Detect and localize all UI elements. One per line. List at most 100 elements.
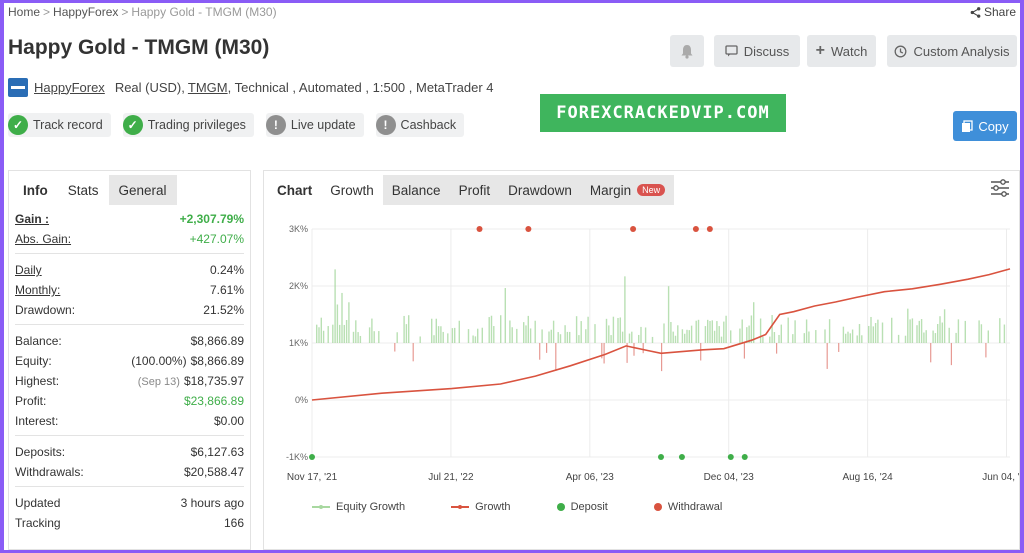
broker-link[interactable]: TMGM [187, 79, 228, 95]
stat-label[interactable]: Abs. Gain: [15, 232, 72, 246]
deposit-marker[interactable] [727, 454, 734, 460]
tab-margin[interactable]: Margin New [580, 175, 675, 205]
withdrawal-marker[interactable] [630, 226, 637, 232]
stat-label: Profit: [15, 394, 47, 408]
tab-stats[interactable]: Stats [57, 175, 109, 205]
stat-value: 21.52% [203, 303, 244, 317]
tab-general[interactable]: General [108, 175, 177, 205]
equity-bar [805, 319, 808, 343]
equity-bar [709, 320, 711, 343]
equity-bar [674, 335, 677, 343]
badge-trading-privileges[interactable]: ✓ Trading privileges [122, 113, 254, 137]
equity-bar [748, 325, 750, 343]
share-button[interactable]: Share [970, 5, 1016, 19]
equity-bar [355, 320, 357, 343]
equity-bar [610, 335, 612, 343]
discuss-button[interactable]: Discuss [714, 35, 800, 67]
badge-live-update[interactable]: ! Live update [265, 113, 364, 137]
stat-value: (Sep 13) $18,735.97 [138, 374, 244, 388]
copy-button[interactable]: Copy [953, 111, 1017, 141]
x-tick-label: Apr 06, '23 [566, 472, 614, 483]
legend-line-swatch [451, 505, 470, 509]
equity-bar [769, 336, 771, 343]
legend-equity-growth[interactable]: Equity Growth [312, 501, 405, 513]
badge-track-record[interactable]: ✓ Track record [8, 113, 111, 137]
watermark-banner: FOREXCRACKEDVIP.COM [540, 94, 786, 132]
equity-bar [408, 315, 410, 343]
filter-settings-icon[interactable] [989, 178, 1011, 198]
y-tick-label: 1K% [289, 338, 308, 348]
equity-bar [1003, 324, 1006, 343]
legend-deposit[interactable]: Deposit [556, 501, 608, 513]
deposit-marker[interactable] [658, 454, 664, 460]
stat-label[interactable]: Gain : [15, 212, 50, 226]
equity-bar [739, 328, 741, 343]
equity-bar [845, 333, 847, 343]
withdrawal-marker[interactable] [476, 226, 483, 232]
equity-bar [341, 292, 343, 343]
equity-bar [440, 326, 442, 343]
stat-value: (100.00%) $8,866.89 [131, 354, 244, 368]
equity-bar [934, 333, 937, 343]
tab-drawdown[interactable]: Drawdown [499, 175, 581, 205]
new-badge: New [637, 184, 666, 196]
equity-bar [874, 322, 877, 343]
tab-balance[interactable]: Balance [382, 175, 450, 205]
custom-analysis-button[interactable]: Custom Analysis [887, 35, 1017, 67]
equity-bar [493, 326, 495, 343]
equity-bar [957, 319, 960, 343]
deposit-marker[interactable] [309, 454, 315, 460]
breadcrumb-home[interactable]: Home [8, 5, 41, 19]
y-tick-label: -1K% [286, 452, 308, 462]
growth-chart[interactable]: 3K% 2K% 1K% 0% -1K% Nov 17, '21 Jul 21, '22 Ap… [264, 211, 1019, 501]
deposit-marker[interactable] [741, 454, 748, 460]
equity-bar [511, 327, 513, 343]
legend-withdrawal[interactable]: Withdrawal [653, 501, 722, 513]
x-tick-label: Jun 04, '25 [982, 472, 1019, 483]
breadcrumb: Home > HappyForex > Happy Gold - TMGM (M30) [8, 5, 277, 19]
stat-label: Highest: [15, 374, 60, 388]
equity-bar [932, 330, 934, 343]
equity-bar [794, 320, 796, 343]
withdrawal-marker[interactable] [706, 226, 713, 232]
stat-label[interactable]: Monthly: [15, 283, 61, 297]
drawdown-bar [603, 343, 605, 364]
equity-bar [851, 329, 854, 343]
badge-cashback[interactable]: ! Cashback [375, 113, 465, 137]
tab-growth[interactable]: Growth [321, 175, 383, 205]
equity-bar [585, 329, 587, 343]
tab-info[interactable]: Info [13, 175, 58, 205]
legend-dot-swatch [653, 503, 662, 511]
equity-bar [548, 331, 550, 343]
divider [15, 324, 244, 325]
stat-label[interactable]: Daily [15, 263, 42, 277]
tab-chart[interactable]: Chart [268, 175, 322, 205]
withdrawal-marker[interactable] [692, 226, 699, 232]
stat-value: 7.61% [209, 283, 244, 297]
watch-button[interactable]: + Watch [807, 35, 876, 67]
notification-button[interactable] [670, 35, 704, 67]
breadcrumb-author[interactable]: HappyForex [53, 5, 119, 19]
equity-bar [624, 276, 626, 343]
equity-bar [467, 329, 470, 343]
stat-value: $8,866.89 [190, 334, 244, 348]
equity-bar [640, 326, 642, 343]
y-tick-label: 2K% [289, 281, 308, 291]
deposit-marker[interactable] [678, 454, 685, 460]
tab-profit[interactable]: Profit [449, 175, 500, 205]
equity-bar [803, 333, 805, 343]
equity-bar [955, 332, 957, 343]
equity-bar [332, 324, 334, 343]
badge-label: Live update [290, 118, 356, 132]
equity-bar [897, 334, 900, 343]
equity-bar [868, 325, 870, 343]
stat-label: Equity: [15, 354, 52, 368]
drawdown-bar [555, 343, 557, 371]
equity-bar [918, 320, 920, 343]
stat-value: $23,866.89 [183, 394, 244, 408]
x-tick-label: Jul 21, '22 [428, 472, 474, 483]
author-link[interactable]: HappyForex [34, 79, 105, 95]
withdrawal-marker[interactable] [525, 226, 532, 232]
equity-bar [488, 317, 490, 343]
legend-growth[interactable]: Growth [451, 501, 511, 513]
